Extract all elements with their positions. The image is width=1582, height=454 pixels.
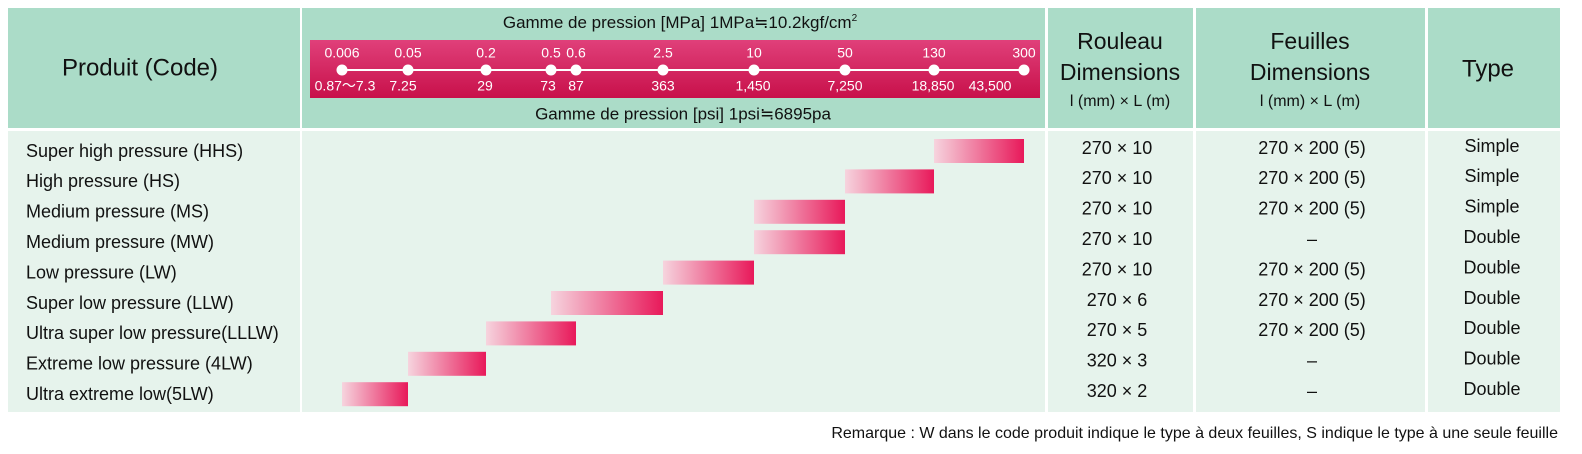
row-sheet: – [1307, 351, 1317, 371]
psi-label: 0.87〜7.3 [315, 78, 376, 94]
psi-label: 43,500 [969, 78, 1012, 94]
psi-label: 7.25 [389, 78, 416, 94]
note: Remarque : W dans le code produit indiqu… [831, 425, 1558, 442]
row-type: Double [1463, 349, 1520, 369]
header-roll: l (mm) × L (m) [1070, 93, 1170, 110]
row-type: Simple [1464, 166, 1519, 186]
row-roll: 320 × 2 [1087, 381, 1148, 401]
header-mpa: Gamme de pression [MPa] 1MPa≒10.2kgf/cm2 [503, 13, 858, 33]
row-product: Extreme low pressure (4LW) [26, 354, 253, 374]
psi-label: 29 [477, 78, 493, 94]
row-roll: 270 × 10 [1082, 229, 1153, 249]
row-sheet: 270 × 200 (5) [1258, 138, 1366, 158]
row-roll: 270 × 10 [1082, 138, 1153, 158]
row-sheet: 270 × 200 (5) [1258, 199, 1366, 219]
psi-label: 87 [568, 78, 584, 94]
range-bar [486, 321, 576, 346]
scale-tick [402, 64, 414, 76]
row-roll: 320 × 3 [1087, 351, 1148, 371]
mpa-label: 0.5 [541, 45, 561, 61]
row-sheet: – [1307, 229, 1317, 249]
header-sheet: Feuilles [1270, 28, 1349, 54]
scale-tick [1018, 64, 1030, 76]
header-type: Type [1462, 55, 1514, 82]
scale-tick [545, 64, 557, 76]
row-product: High pressure (HS) [26, 171, 180, 191]
mpa-label: 300 [1012, 45, 1036, 61]
row-roll: 270 × 5 [1087, 320, 1148, 340]
psi-label: 73 [540, 78, 556, 94]
mpa-label: 50 [837, 45, 853, 61]
row-product: Super high pressure (HHS) [26, 141, 243, 161]
header-roll: Rouleau [1077, 28, 1163, 54]
scale-tick [839, 64, 851, 76]
row-roll: 270 × 10 [1082, 199, 1153, 219]
row-product: Medium pressure (MS) [26, 202, 209, 222]
range-bar [754, 230, 845, 255]
range-bar [845, 169, 934, 194]
mpa-label: 130 [922, 45, 946, 61]
mpa-label: 0.6 [566, 45, 586, 61]
mpa-label: 2.5 [653, 45, 673, 61]
scale-tick [570, 64, 582, 76]
row-sheet: 270 × 200 (5) [1258, 259, 1366, 279]
mpa-label: 0.05 [394, 45, 421, 61]
range-bar [408, 351, 486, 376]
row-product: Medium pressure (MW) [26, 232, 214, 252]
row-type: Double [1463, 379, 1520, 399]
scale-tick [480, 64, 492, 76]
row-sheet: – [1307, 381, 1317, 401]
row-sheet: 270 × 200 (5) [1258, 168, 1366, 188]
row-type: Double [1463, 257, 1520, 277]
row-type: Simple [1464, 197, 1519, 217]
scale-tick [748, 64, 760, 76]
psi-label: 363 [651, 78, 675, 94]
row-type: Simple [1464, 136, 1519, 156]
header-sheet: Dimensions [1250, 59, 1370, 85]
range-bar [663, 260, 754, 285]
row-roll: 270 × 10 [1082, 259, 1153, 279]
range-bar [934, 139, 1024, 163]
range-bar [342, 382, 408, 407]
header-roll: Dimensions [1060, 59, 1180, 85]
range-bar [754, 199, 845, 224]
header-psi: Gamme de pression [psi] 1psi≒6895pa [535, 104, 831, 123]
row-type: Double [1463, 227, 1520, 247]
row-sheet: 270 × 200 (5) [1258, 320, 1366, 340]
row-type: Double [1463, 288, 1520, 308]
scale-tick [336, 64, 348, 76]
row-roll: 270 × 6 [1087, 290, 1148, 310]
psi-label: 1,450 [735, 78, 770, 94]
row-product: Low pressure (LW) [26, 262, 177, 282]
mpa-label: 10 [746, 45, 762, 61]
mpa-sup: 2 [852, 13, 858, 24]
scale-tick [928, 64, 940, 76]
range-bar [551, 291, 663, 315]
mpa-label: 0.006 [324, 45, 359, 61]
row-type: Double [1463, 318, 1520, 338]
row-sheet: 270 × 200 (5) [1258, 290, 1366, 310]
row-product: Super low pressure (LLW) [26, 293, 234, 313]
psi-label: 18,850 [912, 78, 955, 94]
row-product: Ultra super low pressure(LLLW) [26, 323, 279, 343]
mpa-label: 0.2 [476, 45, 496, 61]
header-sheet: l (mm) × L (m) [1260, 93, 1360, 110]
mpa-title: Gamme de pression [MPa] 1MPa≒10.2kgf/cm [503, 13, 852, 32]
scale-tick [657, 64, 669, 76]
row-roll: 270 × 10 [1082, 168, 1153, 188]
row-product: Ultra extreme low(5LW) [26, 384, 214, 404]
psi-label: 7,250 [827, 78, 862, 94]
header-product: Produit (Code) [62, 54, 218, 81]
